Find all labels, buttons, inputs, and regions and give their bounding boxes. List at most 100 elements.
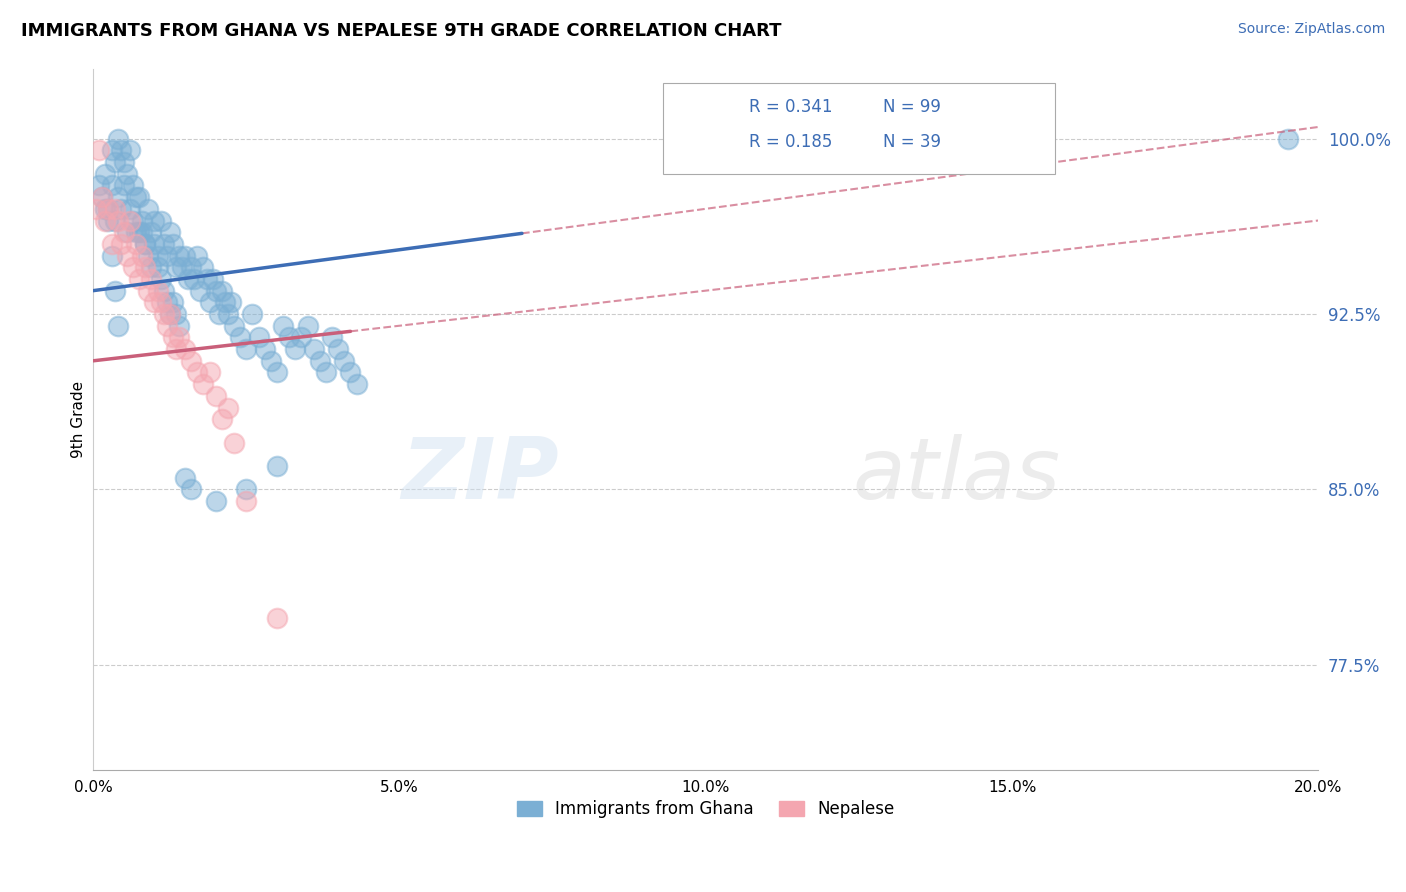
Point <box>156 295 179 310</box>
Point <box>159 225 181 239</box>
Point <box>204 494 226 508</box>
Point <box>247 330 270 344</box>
Point <box>91 190 114 204</box>
Point <box>180 483 202 497</box>
Point <box>112 155 135 169</box>
Point <box>242 307 264 321</box>
Point <box>146 260 169 275</box>
Point <box>266 458 288 473</box>
Point <box>97 202 120 216</box>
Point <box>107 318 129 333</box>
Point <box>167 330 190 344</box>
Point <box>141 272 163 286</box>
Point <box>290 330 312 344</box>
Point <box>128 190 150 204</box>
Point <box>271 318 294 333</box>
Point <box>134 236 156 251</box>
Point <box>149 295 172 310</box>
Point <box>284 342 307 356</box>
Point <box>346 377 368 392</box>
Point <box>131 249 153 263</box>
Point <box>193 260 215 275</box>
Point <box>97 202 120 216</box>
Point <box>193 377 215 392</box>
Point <box>1277 131 1299 145</box>
Point <box>146 249 169 263</box>
Point <box>104 213 127 227</box>
Point <box>125 236 148 251</box>
Point <box>211 284 233 298</box>
Point <box>214 295 236 310</box>
Point <box>134 236 156 251</box>
Point <box>152 307 174 321</box>
Point <box>149 272 172 286</box>
Point <box>136 249 159 263</box>
Point <box>217 401 239 415</box>
Point <box>107 213 129 227</box>
Point <box>167 318 190 333</box>
Point <box>128 225 150 239</box>
Point <box>159 307 181 321</box>
Point <box>219 295 242 310</box>
Point <box>128 272 150 286</box>
Point <box>235 494 257 508</box>
Point <box>165 307 187 321</box>
Point <box>143 236 166 251</box>
Point <box>321 330 343 344</box>
Text: N = 39: N = 39 <box>883 133 942 151</box>
Point <box>266 366 288 380</box>
Text: N = 99: N = 99 <box>883 98 941 116</box>
Point <box>222 318 245 333</box>
Point <box>104 202 127 216</box>
Point <box>91 190 114 204</box>
Point <box>110 144 132 158</box>
Point <box>229 330 252 344</box>
Point <box>315 366 337 380</box>
Point <box>195 272 218 286</box>
Point <box>146 284 169 298</box>
Point <box>339 366 361 380</box>
Point <box>149 213 172 227</box>
Point <box>260 353 283 368</box>
Point <box>156 249 179 263</box>
Point <box>125 190 148 204</box>
Point <box>110 202 132 216</box>
Point <box>152 236 174 251</box>
Point <box>115 167 138 181</box>
Point <box>118 144 141 158</box>
Point <box>94 213 117 227</box>
Point <box>167 249 190 263</box>
Point <box>141 260 163 275</box>
Point <box>162 330 184 344</box>
Text: ZIP: ZIP <box>401 434 558 516</box>
Point <box>100 144 122 158</box>
FancyBboxPatch shape <box>662 83 1054 174</box>
Point <box>131 213 153 227</box>
Point <box>152 284 174 298</box>
Point <box>110 236 132 251</box>
Point <box>211 412 233 426</box>
Point <box>89 178 111 193</box>
Point <box>165 260 187 275</box>
Point <box>118 213 141 227</box>
Point <box>156 318 179 333</box>
Point <box>107 190 129 204</box>
Point <box>162 295 184 310</box>
Point <box>100 249 122 263</box>
Text: atlas: atlas <box>853 434 1060 516</box>
Point <box>100 236 122 251</box>
Point <box>328 342 350 356</box>
Point <box>125 225 148 239</box>
Point <box>94 167 117 181</box>
Point <box>118 202 141 216</box>
Point <box>159 307 181 321</box>
Point <box>104 284 127 298</box>
Point <box>122 213 145 227</box>
Point <box>198 295 221 310</box>
Text: Source: ZipAtlas.com: Source: ZipAtlas.com <box>1237 22 1385 37</box>
Point <box>180 260 202 275</box>
Point <box>136 202 159 216</box>
Point <box>122 260 145 275</box>
Point <box>333 353 356 368</box>
Point <box>278 330 301 344</box>
